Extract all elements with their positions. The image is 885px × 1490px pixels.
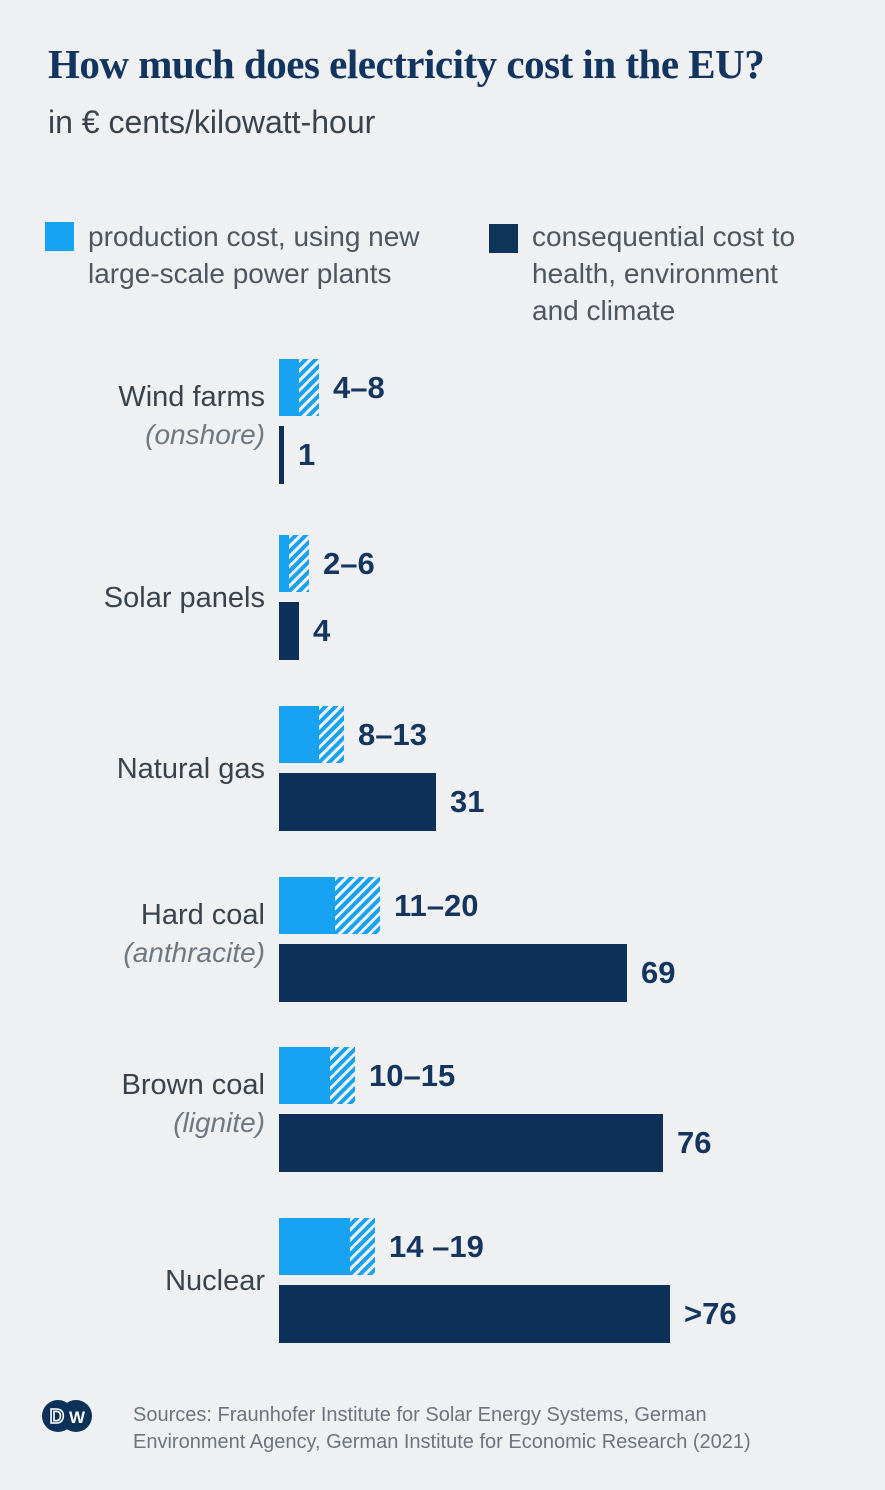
- consequential-bar: [279, 426, 284, 484]
- production-bar-line: 8–13: [279, 706, 427, 763]
- category-label-block: Natural gas: [0, 706, 265, 832]
- category-sublabel: (lignite): [173, 1107, 265, 1138]
- production-bar-hatched-range: [319, 706, 344, 763]
- category-label-block: Hard coal (anthracite): [0, 871, 265, 997]
- production-bar-line: 11–20: [279, 877, 479, 934]
- page-title: How much does electricity cost in the EU…: [48, 41, 765, 87]
- category-label: Nuclear: [165, 1265, 265, 1297]
- legend-label-production: production cost, using new large-scale p…: [88, 221, 420, 289]
- consequential-bar-line: 4: [279, 602, 330, 660]
- production-bar-line: 10–15: [279, 1047, 455, 1104]
- consequential-bar: [279, 773, 436, 831]
- production-bar: [279, 359, 319, 416]
- dw-logo: D W: [42, 1400, 92, 1432]
- consequential-value: >76: [684, 1296, 737, 1331]
- sources-text: Sources: Fraunhofer Institute for Solar …: [133, 1404, 751, 1453]
- production-value: 10–15: [369, 1057, 456, 1093]
- legend-swatch-production: [45, 222, 74, 251]
- dw-logo-letter-w: W: [69, 1408, 86, 1427]
- chart-row-wind-farms: Wind farms (onshore) 4–8 1: [0, 359, 885, 485]
- production-value: 11–20: [394, 887, 479, 923]
- consequential-bar-line: 69: [279, 944, 675, 1002]
- production-bar-hatched-range: [299, 359, 319, 416]
- consequential-bar: [279, 944, 627, 1002]
- chart-unit-subtitle: in € cents/kilowatt-hour: [48, 104, 376, 140]
- consequential-value: 4: [313, 613, 331, 648]
- chart-row-hard-coal: Hard coal (anthracite) 11–20 69: [0, 877, 885, 1003]
- production-bar-solid: [279, 1047, 330, 1104]
- chart-row-natural-gas: Natural gas 8–13 31: [0, 706, 885, 832]
- production-bar-line: 2–6: [279, 535, 375, 592]
- production-bar-solid: [279, 359, 299, 416]
- legend-label-consequential: consequential cost to health, environmen…: [532, 221, 796, 326]
- production-bar: [279, 877, 380, 934]
- production-bar-solid: [279, 877, 335, 934]
- production-value: 2–6: [323, 545, 375, 581]
- production-bar-solid: [279, 1218, 350, 1275]
- consequential-bar-line: >76: [279, 1285, 737, 1343]
- category-label-block: Wind farms (onshore): [0, 353, 265, 479]
- consequential-value: 69: [641, 955, 676, 990]
- production-bar: [279, 1047, 355, 1104]
- production-bar-line: 14 –19: [279, 1218, 484, 1275]
- legend-swatch-consequential: [489, 224, 518, 253]
- production-bar-hatched-range: [330, 1047, 355, 1104]
- chart-row-solar-panels: Solar panels 2–6 4: [0, 535, 885, 661]
- consequential-value: 1: [298, 437, 316, 472]
- consequential-value: 31: [450, 784, 485, 819]
- category-label: Solar panels: [103, 582, 265, 614]
- category-label: Natural gas: [116, 753, 265, 785]
- production-bar-solid: [279, 535, 289, 592]
- production-bar: [279, 1218, 375, 1275]
- consequential-value: 76: [677, 1125, 712, 1160]
- category-label: Wind farms: [118, 381, 265, 413]
- production-bar-hatched-range: [350, 1218, 375, 1275]
- production-bar-line: 4–8: [279, 359, 385, 416]
- category-label: Brown coal: [121, 1069, 265, 1101]
- production-bar: [279, 535, 309, 592]
- production-bar-solid: [279, 706, 319, 763]
- category-label: Hard coal: [140, 899, 265, 931]
- consequential-bar-line: 31: [279, 773, 484, 831]
- production-bar-hatched-range: [335, 877, 380, 934]
- consequential-bar: [279, 602, 299, 660]
- category-sublabel: (onshore): [145, 419, 265, 450]
- category-label-block: Nuclear: [0, 1218, 265, 1344]
- production-bar-hatched-range: [289, 535, 309, 592]
- category-sublabel: (anthracite): [123, 937, 265, 968]
- consequential-bar: [279, 1285, 670, 1343]
- consequential-bar-line: 76: [279, 1114, 711, 1172]
- consequential-bar: [279, 1114, 663, 1172]
- production-bar: [279, 706, 344, 763]
- category-label-block: Brown coal (lignite): [0, 1041, 265, 1167]
- consequential-bar-line: 1: [279, 426, 315, 484]
- production-value: 14 –19: [389, 1228, 484, 1264]
- chart-row-nuclear: Nuclear 14 –19 >76: [0, 1218, 885, 1344]
- category-label-block: Solar panels: [0, 535, 265, 661]
- production-value: 4–8: [333, 369, 385, 405]
- chart-row-brown-coal: Brown coal (lignite) 10–15 76: [0, 1047, 885, 1173]
- production-value: 8–13: [358, 716, 427, 752]
- dw-logo-letter-d: D: [50, 1406, 64, 1428]
